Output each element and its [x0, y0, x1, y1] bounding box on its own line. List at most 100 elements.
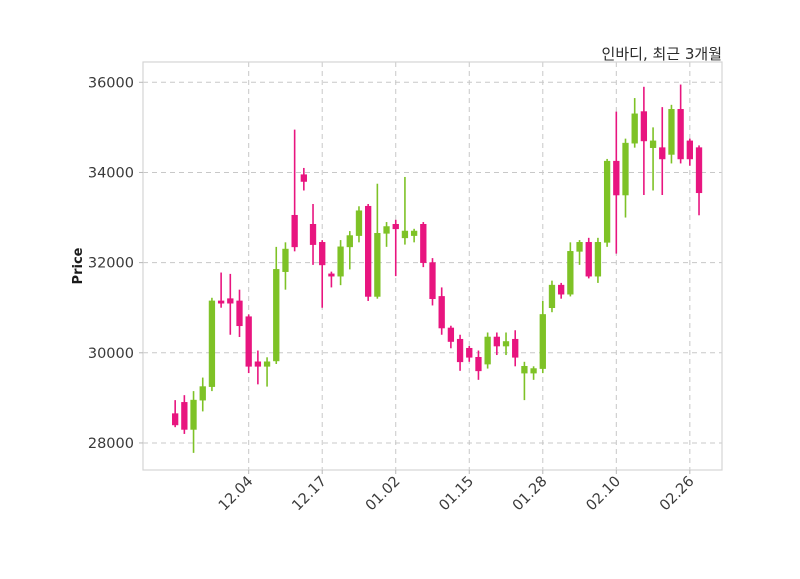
candle-body — [585, 242, 592, 277]
candle — [401, 176, 409, 245]
candle — [539, 300, 546, 374]
candle-body — [530, 368, 537, 374]
candle — [227, 273, 234, 335]
candle-body — [273, 269, 280, 362]
candle — [585, 237, 592, 279]
candle — [172, 400, 179, 428]
candle-body — [410, 230, 418, 236]
candle — [475, 350, 482, 380]
candle — [466, 346, 473, 362]
candle — [456, 334, 464, 371]
chart-title: 인바디, 최근 3개월 — [602, 45, 722, 63]
candle-body — [217, 300, 225, 304]
candle — [291, 129, 298, 252]
candle-body — [539, 314, 546, 369]
candle — [236, 289, 243, 338]
candle — [282, 242, 289, 290]
candle — [695, 145, 703, 216]
candle-body — [594, 242, 602, 277]
candle — [594, 237, 602, 283]
candle — [346, 231, 353, 270]
plot-frame — [142, 61, 723, 471]
candle-body — [548, 284, 556, 309]
candle-body — [622, 142, 629, 196]
candle — [392, 219, 399, 277]
candle — [521, 361, 528, 401]
candle — [603, 158, 611, 247]
candle-body — [254, 361, 262, 367]
candle-body — [300, 174, 307, 182]
candle-body — [420, 223, 427, 263]
candle — [309, 204, 317, 265]
candle-body — [695, 147, 703, 194]
candle-body — [401, 230, 409, 239]
candle-body — [199, 386, 206, 401]
candle — [686, 138, 693, 166]
candle-body — [456, 338, 464, 363]
candle — [429, 258, 436, 306]
candle-body — [576, 242, 583, 252]
candle-body — [512, 338, 519, 358]
candle — [631, 98, 638, 148]
candle-body — [631, 113, 638, 144]
candle-body — [392, 223, 399, 230]
y-axis-title: Price — [71, 247, 86, 284]
candle-body — [190, 399, 197, 430]
candle-body — [640, 111, 648, 142]
candle-body — [502, 341, 510, 347]
candle-body — [365, 205, 372, 297]
y-tick-label: 36000 — [88, 75, 134, 91]
candle — [245, 314, 252, 374]
candle — [576, 240, 583, 265]
y-tick-label: 28000 — [88, 436, 134, 452]
candle-body — [567, 251, 574, 295]
candle — [668, 104, 675, 164]
candle — [410, 228, 418, 243]
candle — [365, 204, 372, 301]
candle-body — [374, 233, 381, 297]
candle — [319, 240, 326, 308]
candle — [677, 84, 684, 164]
candle — [300, 167, 307, 191]
candle — [548, 280, 556, 313]
candle — [273, 246, 280, 365]
candle-body — [493, 336, 500, 347]
candle — [493, 332, 500, 356]
candle-body — [355, 210, 363, 236]
candle — [383, 222, 390, 247]
candle — [328, 271, 335, 288]
candle — [622, 138, 629, 218]
candle-body — [466, 347, 473, 358]
candle — [567, 242, 574, 297]
y-axis-ticks: 28000 30000 32000 34000 36000 — [88, 75, 143, 452]
candle — [649, 127, 657, 191]
y-tick-label: 30000 — [88, 346, 134, 362]
candle-body — [686, 140, 693, 160]
candle — [263, 357, 271, 387]
plot-border — [142, 61, 723, 471]
candle — [355, 206, 363, 243]
candle — [190, 391, 197, 453]
candle — [530, 366, 537, 380]
candle-body — [603, 160, 611, 243]
candle — [659, 107, 666, 195]
candle-body — [309, 223, 317, 245]
candle-series — [172, 84, 703, 453]
candle — [502, 332, 510, 356]
candle-body — [208, 300, 216, 387]
candle — [447, 325, 455, 349]
candle — [199, 377, 206, 412]
candle-body — [668, 109, 675, 155]
candle-body — [649, 140, 657, 148]
candle-body — [337, 246, 344, 277]
candle-body — [236, 300, 243, 327]
candle-body — [245, 316, 252, 367]
candle — [208, 297, 216, 392]
candle — [558, 282, 565, 299]
y-tick-label: 34000 — [88, 165, 134, 181]
candle-body — [328, 273, 335, 277]
candle-body — [475, 356, 482, 372]
candle-body — [346, 235, 353, 248]
candle-body — [181, 402, 188, 430]
